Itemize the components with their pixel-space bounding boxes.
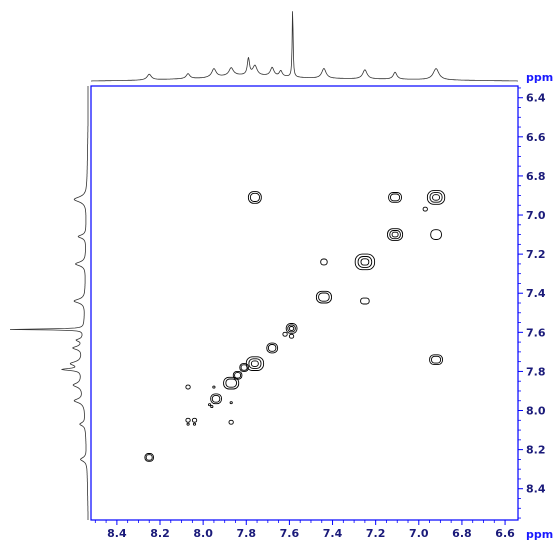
y-axis-label: ppm — [526, 71, 553, 84]
cross-peak-11-level-2 — [287, 324, 296, 333]
cross-peak-19-level-1 — [210, 393, 222, 405]
cross-peak-5-level-3 — [391, 231, 399, 238]
cross-peak-25-level-1 — [191, 417, 198, 423]
cross-peak-21-level-1 — [212, 385, 216, 389]
cross-peak-11-level-1 — [285, 323, 298, 334]
x-tick-label-1: 8.4 — [107, 527, 127, 540]
x-axis: 8.4 8.2 8.0 7.8 7.6 7.4 7.2 7.0 6.8 6.6 — [94, 520, 515, 540]
y-tick-label-2: 6.6 — [526, 131, 546, 144]
cross-peak-2-level-2 — [390, 193, 401, 202]
cross-peak-30-level-2 — [145, 454, 153, 461]
cross-peak-20-level-1 — [185, 384, 191, 390]
cross-peak-23-level-1 — [208, 403, 212, 407]
top-projection-trace — [91, 11, 518, 82]
cross-peak-9-level-1 — [315, 290, 332, 304]
cross-peak-5-level-1 — [387, 228, 404, 241]
cross-peak-22-level-1 — [210, 405, 214, 409]
cross-peak-15-level-2 — [248, 358, 262, 369]
x-tick-label-2: 8.2 — [150, 527, 170, 540]
cross-peak-1-level-2 — [249, 192, 260, 202]
cross-peak-16-level-2 — [240, 364, 248, 371]
cross-peak-31-level-1 — [429, 354, 443, 366]
cross-peak-13-level-1 — [288, 333, 295, 339]
cross-peaks — [144, 190, 446, 462]
top-trace-line — [91, 11, 518, 82]
cross-peak-15-level-3 — [250, 360, 259, 367]
cross-peak-8-level-1 — [354, 253, 376, 271]
cross-peak-26-level-1 — [186, 422, 190, 426]
y-tick-label-8: 7.8 — [526, 365, 546, 378]
y-tick-label-5: 7.2 — [526, 248, 546, 261]
x-tick-label-10: 6.6 — [495, 527, 515, 540]
cross-peak-18-level-1 — [223, 376, 240, 390]
x-axis-label: ppm — [526, 528, 553, 541]
cross-peak-4-level-1 — [422, 206, 428, 212]
cross-peak-5-level-2 — [389, 230, 401, 240]
y-tick-label-10: 8.2 — [526, 444, 546, 457]
cross-peak-16-level-1 — [239, 363, 249, 372]
cross-peak-14-level-2 — [267, 344, 277, 352]
cross-peak-14-level-1 — [266, 342, 279, 354]
cross-peak-2-level-1 — [388, 192, 402, 203]
cross-peak-17-level-2 — [234, 372, 242, 379]
cross-peak-12-level-1 — [282, 331, 288, 337]
cross-peak-6-level-1 — [430, 229, 442, 240]
cross-peak-28-level-1 — [228, 419, 234, 425]
y-tick-label-7: 7.6 — [526, 326, 546, 339]
x-tick-label-8: 7.0 — [409, 527, 429, 540]
x-tick-label-6: 7.4 — [323, 527, 343, 540]
y-tick-label-1: 6.4 — [526, 92, 546, 105]
y-axis: 6.4 6.6 6.8 7.0 7.2 7.4 7.6 7.8 8.0 8.2 8.4 — [518, 87, 546, 519]
y-tick-label-6: 7.4 — [526, 287, 546, 300]
y-tick-label-4: 7.0 — [526, 209, 546, 222]
cross-peak-29-level-1 — [229, 401, 233, 405]
x-tick-label-9: 6.8 — [452, 527, 472, 540]
cross-peak-7-level-1 — [320, 258, 328, 266]
cross-peak-8-level-3 — [360, 258, 370, 266]
cross-peak-3-level-3 — [432, 194, 440, 201]
cross-peak-27-level-1 — [192, 422, 197, 426]
cross-peak-10-level-1 — [360, 297, 370, 305]
left-trace-line — [9, 86, 89, 520]
cross-peak-1-level-1 — [247, 191, 262, 204]
y-tick-label-11: 8.4 — [526, 483, 546, 496]
y-tick-label-3: 6.8 — [526, 170, 546, 183]
cross-peak-9-level-2 — [318, 292, 330, 302]
cross-peak-8-level-2 — [357, 256, 373, 268]
y-tick-label-9: 8.0 — [526, 405, 546, 418]
x-tick-label-4: 7.8 — [237, 527, 257, 540]
left-projection-trace — [9, 86, 89, 520]
x-tick-label-3: 8.0 — [193, 527, 213, 540]
cross-peak-19-level-2 — [211, 394, 221, 403]
cross-peak-3-level-2 — [429, 192, 443, 203]
cross-peak-3-level-1 — [426, 190, 446, 205]
plot-frame — [90, 85, 519, 521]
cross-peak-11-level-3 — [288, 326, 295, 331]
cross-peak-18-level-2 — [225, 378, 237, 388]
cross-peak-31-level-2 — [431, 355, 442, 364]
cross-peak-30-level-1 — [144, 453, 154, 462]
x-tick-label-5: 7.6 — [280, 527, 300, 540]
x-tick-label-7: 7.2 — [366, 527, 386, 540]
cross-peak-24-level-1 — [185, 417, 191, 423]
